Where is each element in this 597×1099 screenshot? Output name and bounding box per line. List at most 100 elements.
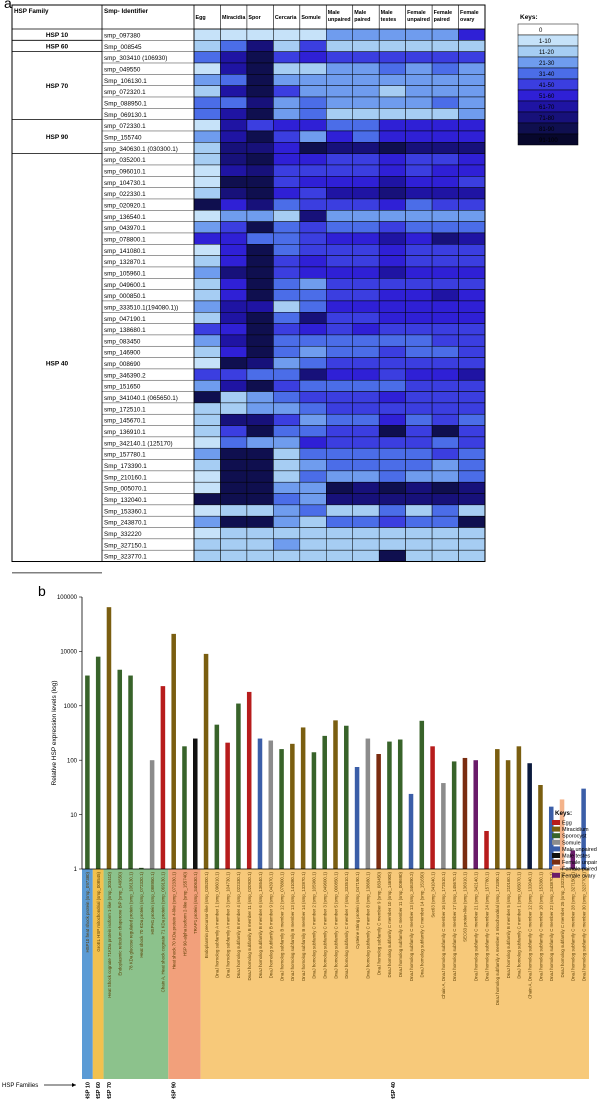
heatmap-keys-title: Keys:: [520, 14, 538, 21]
heatmap-cell: [326, 425, 353, 438]
heatmap-cell: [246, 470, 274, 483]
heatmap-key-swatch: [517, 133, 579, 146]
heatmap-cell: [326, 130, 353, 143]
identifier-label: Smp_332220: [104, 531, 142, 538]
heatmap-cell: [299, 368, 327, 381]
heatmap-cell: [220, 62, 248, 75]
heatmap-cell: [299, 312, 327, 324]
heatmap-cell: [405, 391, 433, 404]
heatmap-cell: [352, 210, 380, 222]
family-label: HSP 10: [46, 32, 69, 39]
heatmap-key-label: 41-50: [539, 83, 555, 89]
heatmap-cell: [378, 447, 406, 460]
heatmap-cell: [273, 493, 301, 506]
heatmap-cell: [193, 379, 221, 392]
heatmap-cell: [273, 334, 301, 347]
legend-swatch: [552, 859, 560, 865]
legend-label: Female paired: [562, 867, 597, 873]
heatmap-cell: [458, 130, 486, 143]
heatmap-cell: [405, 493, 433, 506]
heatmap-cell: [193, 549, 221, 562]
heatmap-cell: [431, 515, 459, 528]
identifier-label: smp_000850.1: [104, 293, 146, 300]
heatmap-cell: [246, 62, 274, 75]
category-label: HSPH1 protein (smp_088950.1): [150, 871, 155, 934]
heatmap-cell: [220, 357, 248, 370]
heatmap-cell: [352, 153, 380, 166]
heatmap-cell: [352, 85, 380, 98]
family-band-label: HSP 70: [107, 1082, 113, 1099]
heatmap-cell: [458, 187, 486, 200]
heatmap-cell: [431, 504, 459, 517]
heatmap-cell: [405, 153, 433, 166]
heatmap-cell: [352, 278, 380, 290]
heatmap-cell: [431, 198, 459, 211]
column-header: Cercaria: [275, 15, 298, 21]
heatmap-cell: [326, 368, 353, 381]
heatmap-cell: [246, 334, 274, 347]
heatmap-cell: [458, 459, 486, 472]
identifier-label: smp_151650: [104, 384, 141, 391]
identifier-label: smp_096010.1: [104, 168, 146, 175]
category-label: Chain A, Heat shock cognate 71 KDa prote…: [161, 871, 166, 992]
heatmap-cell: [405, 40, 433, 52]
heatmap-cell: [352, 119, 380, 132]
heatmap-cell: [299, 153, 327, 166]
heatmap-cell: [326, 481, 353, 494]
heatmap-cell: [193, 504, 221, 517]
heatmap-cell: [431, 459, 459, 472]
category-label: DnaJ homolog subfamily C member 25 (smp_…: [560, 871, 565, 977]
heatmap-cell: [458, 40, 486, 52]
heatmap-cell: [378, 130, 406, 143]
heatmap-cell: [299, 85, 327, 98]
heatmap-cell: [220, 187, 248, 200]
heatmap-cell: [405, 108, 433, 120]
heatmap-cell: [458, 198, 486, 211]
heatmap-cell: [431, 266, 459, 279]
heatmap-cell: [405, 413, 433, 426]
heatmap-cell: [273, 74, 301, 86]
heatmap-cell: [193, 413, 221, 426]
heatmap-cell: [405, 96, 433, 109]
identifier-label: smp_049600.1: [104, 282, 146, 289]
heatmap-cell: [458, 266, 486, 279]
heatmap-cell: [273, 96, 301, 109]
heatmap-cell: [458, 538, 486, 551]
heatmap-cell: [458, 515, 486, 528]
legend-swatch: [552, 826, 560, 832]
heatmap-cell: [378, 515, 406, 528]
heatmap-cell: [220, 278, 248, 290]
heatmap-cell: [352, 425, 380, 438]
heatmap-cell: [352, 402, 380, 415]
heatmap-cell: [458, 481, 486, 494]
heatmap-cell: [378, 62, 406, 75]
bar: [268, 740, 274, 869]
category-label: DnaJ homolog subfamily B member 5 (smp_2…: [506, 871, 511, 978]
heatmap-cell: [220, 470, 248, 483]
heatmap-cell: [405, 527, 433, 540]
heatmap-cell: [299, 538, 327, 551]
category-label: 78 KDa glucose regulated protein (smp_10…: [128, 871, 133, 970]
category-label: Heat Shock cognate 71KDa protein isoform…: [107, 871, 112, 997]
heatmap-cell: [378, 368, 406, 381]
families-arrowhead: [72, 1083, 76, 1087]
heatmap-cell: [246, 379, 274, 392]
bar: [365, 738, 371, 869]
column-header: Miracidia: [222, 15, 246, 21]
legend-label: Female unpaired: [562, 860, 597, 866]
bar: [570, 850, 576, 869]
heatmap-cell: [220, 40, 248, 52]
heatmap-cell: [352, 493, 380, 506]
family-band-label: HSP 10: [85, 1082, 91, 1099]
heatmap-cell: [220, 459, 248, 472]
column-header: Male unpaired: [328, 10, 351, 23]
heatmap-cell: [458, 357, 486, 370]
identifier-label: Smp_088950.1: [104, 100, 147, 107]
heatmap-cell: [405, 62, 433, 75]
heatmap-cell: [458, 527, 486, 540]
heatmap-cell: [326, 96, 353, 109]
heatmap-cell: [405, 85, 433, 98]
column-header: Spor: [248, 15, 261, 21]
family-label: HSP 60: [46, 43, 69, 50]
bar: [516, 746, 522, 869]
